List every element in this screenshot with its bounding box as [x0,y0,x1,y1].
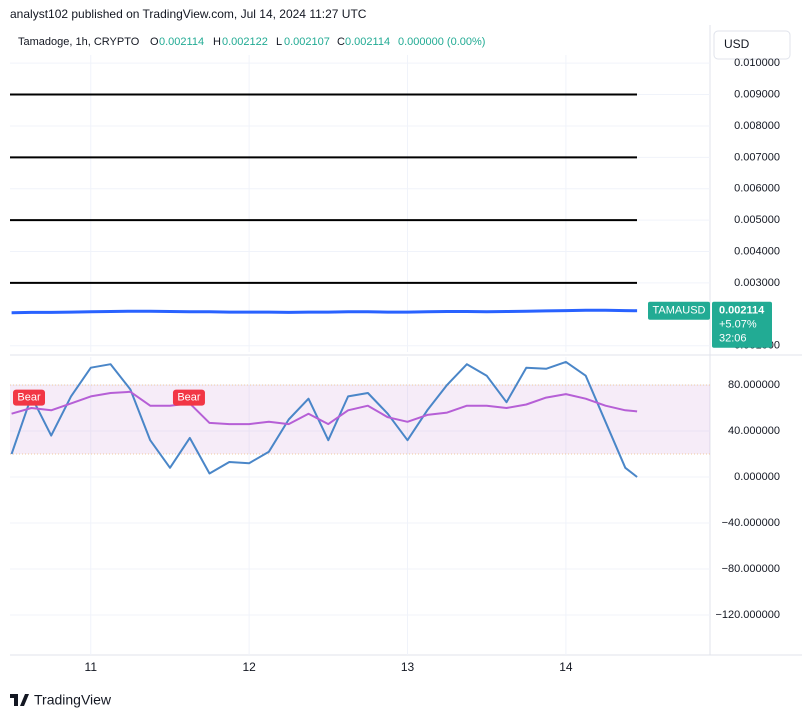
change: 0.000000 (0.00%) [398,36,485,48]
c-value: 0.002114 [345,36,390,48]
band [10,384,710,454]
annotation-label: Bear [177,392,201,404]
c-key: C [337,36,345,48]
currency[interactable]: USD [724,37,750,51]
o-key: O [150,36,159,48]
published: analyst102 published on TradingView.com,… [10,7,367,21]
pane [10,357,710,655]
price-tag-change: +5.07% [719,319,757,331]
y-tick-label: 0.000000 [734,471,780,483]
x-tick-label: 13 [401,660,415,674]
x-tick-label: 11 [85,660,98,674]
x-tick-label: 12 [242,660,256,674]
y-tick-label: 0.004000 [734,245,780,257]
logo-icon [10,694,29,706]
series-line [11,390,638,426]
y-tick-label: 80.000000 [728,379,780,391]
annotation-label: Bear [17,392,41,404]
o-value: 0.002114 [159,36,204,48]
legend-row: Tamadoge, 1h, CRYPTO O 0.002114 H 0.0021… [18,36,485,48]
y-tick-label: 0.008000 [734,120,780,132]
annotation-box [13,389,46,406]
series-line [11,308,638,315]
h-key: H [213,36,221,48]
y-tick-label: 0.003000 [734,277,780,289]
currency-button[interactable] [713,30,791,60]
l-key: L [276,36,282,48]
price-tag [712,301,772,348]
symbol-tag [648,301,710,320]
y-tick-label: 0.005000 [734,214,780,226]
y-tick-label: −40.000000 [722,517,780,529]
tradingview-logo [10,694,29,706]
l-value: 0.002107 [284,36,330,48]
y-tick-label: −80.000000 [722,563,780,575]
y-tick-label: 0.006000 [734,183,780,195]
series-line [10,360,638,478]
price-tag-countdown: 32:06 [719,333,747,345]
y-tick-label: 0.009000 [734,88,780,100]
x-tick-label: 14 [559,660,573,674]
annotation-box [172,389,205,406]
y-tick-label: 40.000000 [728,425,780,437]
brand: TradingView [34,692,112,708]
y-tick-label: 0.007000 [734,151,780,163]
y-tick-label: 0.010000 [734,57,780,69]
y-tick-label: −120.000000 [715,609,780,621]
symbol: Tamadoge, 1h, CRYPTO [18,36,140,48]
price-tag-value: 0.002114 [719,305,765,317]
symbol-tag-text: TAMAUSD [653,305,706,317]
h-value: 0.002122 [222,36,268,48]
